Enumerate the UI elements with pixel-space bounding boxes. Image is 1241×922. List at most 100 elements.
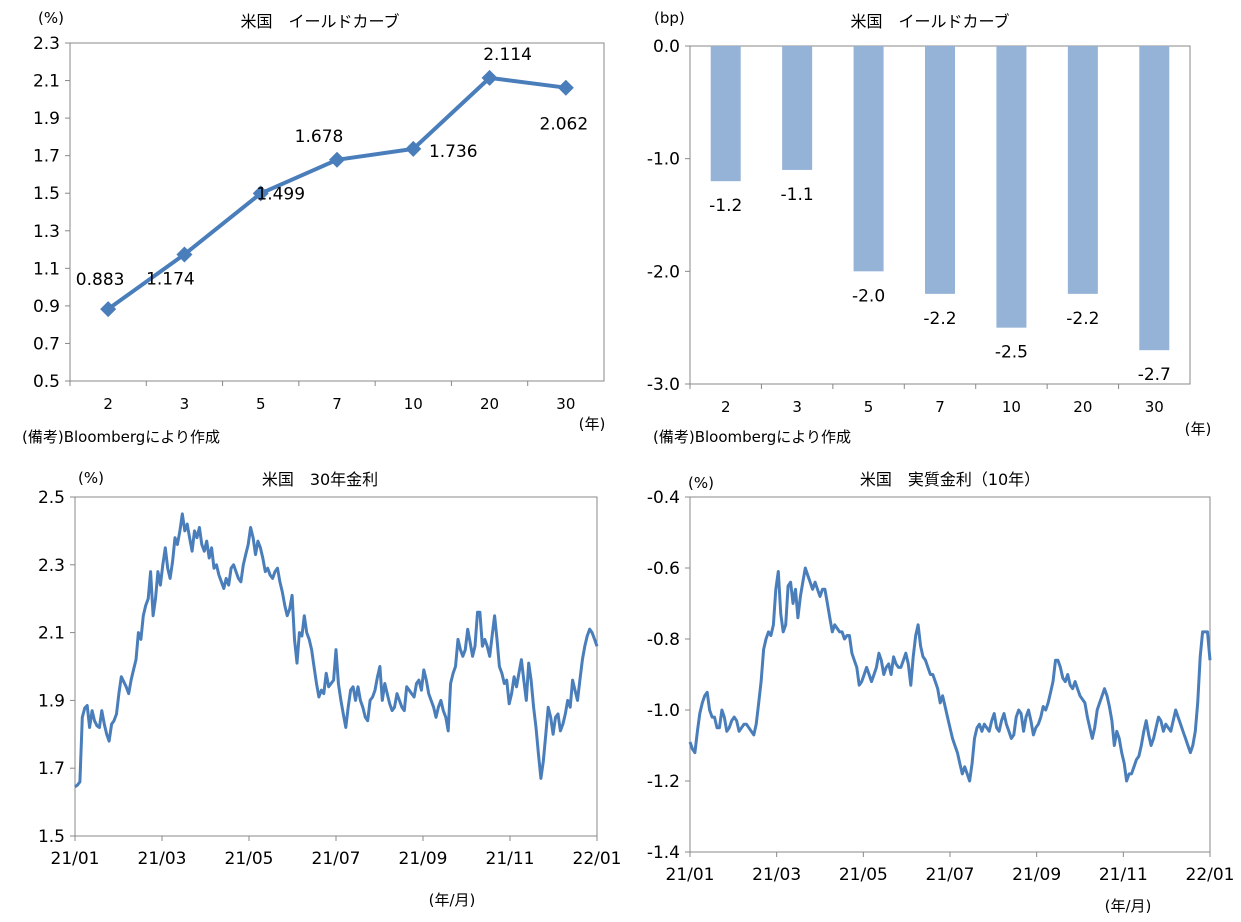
data-point-marker bbox=[405, 140, 422, 157]
plot-area bbox=[69, 42, 605, 382]
x-axis-unit-label: (年) bbox=[1185, 420, 1212, 438]
source-note: (備考)Bloombergにより作成 bbox=[22, 428, 220, 446]
y-unit-label: (%) bbox=[38, 9, 64, 27]
bar bbox=[996, 46, 1027, 328]
chart-2: 米国 イールドカーブ (bp) (年) (備考)Bloombergにより作成 0.0 -1… bbox=[647, 9, 1212, 446]
y-tick-label: -1.4 bbox=[647, 843, 680, 863]
x-axis-unit-label: (年/月) bbox=[429, 891, 476, 909]
x-tick-label: 21/07 bbox=[312, 849, 361, 869]
x-tick-label: 22/01 bbox=[1186, 865, 1235, 885]
x-tick-label: 21/05 bbox=[225, 849, 274, 869]
y-tick-label: 0.7 bbox=[33, 334, 60, 354]
y-tick-label: 1.7 bbox=[38, 759, 65, 779]
x-tick-label: 20 bbox=[480, 395, 499, 413]
x-tick-label: 3 bbox=[180, 395, 190, 413]
bar bbox=[710, 46, 741, 182]
series-line bbox=[688, 566, 1212, 783]
y-tick-label: 1.9 bbox=[38, 691, 65, 711]
y-unit-label: (%) bbox=[78, 469, 104, 487]
y-unit-label: (bp) bbox=[654, 9, 685, 27]
y-unit-label: (%) bbox=[688, 474, 714, 492]
data-label: 2.062 bbox=[540, 115, 589, 135]
data-label: -2.2 bbox=[1066, 309, 1099, 329]
x-tick-label: 2 bbox=[721, 398, 731, 416]
data-point-marker bbox=[329, 151, 345, 168]
y-tick-label: -1.0 bbox=[647, 701, 680, 721]
y-tick-label: 1.5 bbox=[33, 184, 60, 204]
y-tick-label: -0.4 bbox=[647, 488, 680, 508]
data-point-marker bbox=[176, 246, 193, 263]
y-tick-label: -0.6 bbox=[647, 559, 680, 579]
data-label: -2.5 bbox=[995, 343, 1028, 363]
y-tick-label: 2.1 bbox=[33, 72, 60, 92]
x-tick-label: 21/01 bbox=[51, 849, 100, 869]
chart-title: 米国 イールドカーブ bbox=[850, 12, 1009, 31]
x-tick-label: 21/03 bbox=[752, 865, 801, 885]
x-tick-label: 5 bbox=[256, 395, 266, 413]
x-tick-label: 7 bbox=[332, 395, 342, 413]
chart-3: 米国 30年金利 (%) (年/月) 2.5 2.3 2.1 1.9 1.7 1.521/01 2… bbox=[38, 469, 622, 909]
data-label: -1.1 bbox=[781, 185, 814, 205]
x-tick-label: 22/01 bbox=[573, 849, 622, 869]
bar bbox=[925, 46, 955, 294]
data-label: 1.678 bbox=[295, 127, 344, 147]
y-tick-label: -1.0 bbox=[647, 150, 680, 170]
data-point-marker bbox=[557, 79, 574, 96]
data-point-marker bbox=[100, 301, 117, 318]
x-tick-label: 21/01 bbox=[666, 865, 715, 885]
series-line bbox=[74, 512, 599, 789]
x-tick-label: 21/11 bbox=[486, 849, 535, 869]
data-label: 1.499 bbox=[256, 184, 305, 204]
data-label: 1.174 bbox=[146, 269, 195, 289]
y-tick-label: 1.1 bbox=[33, 259, 60, 279]
chart-1: 米国 イールドカーブ (%) (年) (備考)Bloombergにより作成 2.3 2.1… bbox=[22, 9, 605, 446]
chart-title: 米国 実質金利（10年） bbox=[860, 470, 1040, 489]
x-tick-label: 7 bbox=[935, 398, 945, 416]
x-tick-label: 20 bbox=[1073, 398, 1092, 416]
bar bbox=[1067, 46, 1098, 294]
x-tick-label: 2 bbox=[103, 395, 113, 413]
x-tick-label: 21/11 bbox=[1099, 865, 1148, 885]
data-label: 2.114 bbox=[483, 45, 532, 65]
x-tick-label: 30 bbox=[556, 395, 575, 413]
y-tick-label: -2.0 bbox=[647, 262, 680, 282]
y-tick-label: 0.5 bbox=[33, 372, 60, 392]
x-tick-label: 10 bbox=[1002, 398, 1021, 416]
y-tick-label: 1.7 bbox=[33, 147, 60, 167]
x-tick-label: 21/09 bbox=[1012, 865, 1061, 885]
y-tick-label: 2.1 bbox=[38, 624, 65, 644]
bar bbox=[853, 46, 884, 272]
y-tick-label: 0.9 bbox=[33, 297, 60, 317]
y-tick-label: -0.8 bbox=[647, 630, 680, 650]
plot-area bbox=[689, 496, 1211, 853]
x-tick-label: 5 bbox=[864, 398, 874, 416]
source-note: (備考)Bloombergにより作成 bbox=[653, 428, 851, 446]
x-axis-unit-label: (年) bbox=[579, 415, 606, 433]
y-tick-label: -1.2 bbox=[647, 772, 680, 792]
bar bbox=[1139, 46, 1170, 351]
y-tick-label: 2.3 bbox=[38, 556, 65, 576]
data-label: 1.736 bbox=[429, 142, 478, 162]
x-tick-label: 21/05 bbox=[839, 865, 888, 885]
x-tick-label: 21/09 bbox=[399, 849, 448, 869]
data-point-marker bbox=[252, 185, 269, 202]
y-tick-label: 1.9 bbox=[33, 109, 60, 129]
x-tick-label: 21/07 bbox=[926, 865, 975, 885]
x-tick-label: 21/03 bbox=[138, 849, 187, 869]
y-tick-label: 1.3 bbox=[33, 222, 60, 242]
chart-title: 米国 イールドカーブ bbox=[240, 12, 399, 31]
data-label: 0.883 bbox=[76, 270, 125, 290]
chart-4: 米国 実質金利（10年） (%) (年/月) -0.4 -0.6 -0.8 -1.0 -1.2… bbox=[647, 470, 1235, 915]
chart-title: 米国 30年金利 bbox=[262, 470, 378, 489]
data-label: -2.2 bbox=[923, 309, 956, 329]
data-label: -1.2 bbox=[709, 196, 742, 216]
bar bbox=[782, 46, 813, 170]
x-tick-label: 30 bbox=[1145, 398, 1164, 416]
y-tick-label: -3.0 bbox=[647, 375, 680, 395]
x-tick-label: 10 bbox=[404, 395, 423, 413]
x-axis-unit-label: (年/月) bbox=[1105, 897, 1152, 915]
data-label: -2.7 bbox=[1138, 365, 1171, 385]
x-tick-label: 3 bbox=[792, 398, 802, 416]
y-tick-label: 2.5 bbox=[38, 488, 65, 508]
